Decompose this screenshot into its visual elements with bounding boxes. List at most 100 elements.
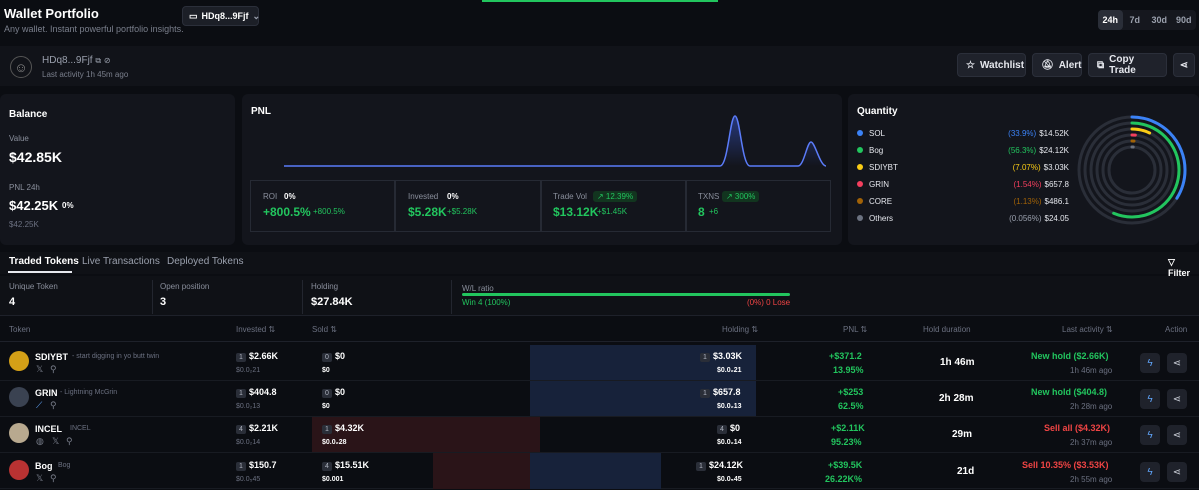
pnl-title: PNL — [251, 106, 271, 117]
globe-icon[interactable]: ◍ — [36, 436, 44, 446]
quick-buy-button[interactable]: ϟ — [1140, 389, 1160, 409]
watchlist-button[interactable]: ☆ Watchlist — [957, 53, 1026, 77]
legend-dot — [857, 181, 863, 187]
col-last-activity[interactable]: Last activity ⇅ — [1062, 325, 1113, 334]
token-description: Bog — [58, 462, 71, 469]
hold-duration: 29m — [952, 429, 973, 440]
invested-price: $0.0₂14 — [236, 439, 261, 446]
timeframe-30d[interactable]: 30d — [1151, 15, 1167, 25]
lightning-icon: ϟ — [1147, 466, 1153, 478]
holding-value: $24.12K — [708, 460, 743, 470]
col-token: Token — [9, 325, 31, 334]
link-icon[interactable]: ⊘ — [103, 56, 111, 65]
quick-buy-button[interactable]: ϟ — [1140, 425, 1160, 445]
sold-count: 1 — [322, 425, 332, 434]
sold-count: 0 — [322, 389, 332, 398]
pnl-value: +$371.2 — [829, 351, 862, 361]
holding-value: $3.03K — [712, 351, 742, 361]
share-button[interactable]: ⋖ — [1173, 53, 1195, 77]
table-row[interactable] — [0, 417, 1199, 453]
invested-value: $5.28K — [408, 205, 447, 219]
quantity-legend-bog: Bog (56.3%) $24.12K — [857, 144, 1069, 156]
page-subtitle: Any wallet. Instant powerful portfolio i… — [4, 24, 184, 34]
quick-buy-button[interactable]: ϟ — [1140, 462, 1160, 482]
token-avatar — [9, 351, 29, 371]
filter-button[interactable]: ▽ Filter — [1168, 257, 1199, 278]
txns-value: 8 — [698, 205, 705, 219]
legend-pct: (1.13%) — [1013, 196, 1042, 206]
legend-name: CORE — [869, 196, 893, 206]
wallet-avatar: ☺ — [10, 56, 32, 78]
table-row[interactable] — [0, 345, 1199, 381]
txns-delta: +6 — [709, 207, 719, 216]
copy-trade-button[interactable]: ⧉ Copy Trade — [1088, 53, 1167, 77]
quick-buy-button[interactable]: ϟ — [1140, 353, 1160, 373]
search-icon[interactable]: ⚲ — [50, 400, 57, 410]
tabs-bar — [0, 252, 1199, 274]
legend-dot — [857, 164, 863, 170]
table-row[interactable] — [0, 381, 1199, 417]
timeframe-7d[interactable]: 7d — [1129, 15, 1140, 25]
roi-stat — [250, 180, 395, 232]
last-activity-time: 2h 28m ago — [1070, 402, 1113, 411]
last-activity-time: 1h 46m ago — [1070, 366, 1113, 375]
token-name[interactable]: SDIYBT — [35, 352, 69, 362]
search-icon[interactable]: ⚲ — [50, 364, 57, 374]
holding-count: 4 — [717, 425, 727, 434]
ring-arc-grin — [1095, 133, 1169, 207]
share-row-button[interactable]: ⋖ — [1167, 389, 1187, 409]
invested-value: $404.8 — [248, 387, 277, 397]
timeframe-24h[interactable]: 24h — [1098, 10, 1123, 30]
table-header — [0, 320, 1199, 342]
sold-price: $0 — [322, 367, 330, 374]
watchlist-label: Watchlist — [979, 59, 1025, 71]
legend-name: GRIN — [869, 179, 889, 189]
quantity-legend-core: CORE (1.13%) $486.1 — [857, 195, 1069, 207]
copy-trade-icon: ⧉ — [1097, 59, 1105, 71]
search-icon[interactable]: ⚲ — [66, 436, 73, 446]
invested-price: $0.0₂21 — [236, 367, 261, 374]
tab-traded-tokens[interactable]: Traded Tokens — [9, 256, 79, 267]
unique-token-label: Unique Token — [9, 282, 58, 291]
col-pnl[interactable]: PNL ⇅ — [843, 325, 868, 334]
holding-value: $657.8 — [712, 387, 741, 397]
legend-dot — [857, 147, 863, 153]
pump-icon[interactable]: ⟋ — [36, 400, 43, 410]
x-social-icon[interactable]: 𝕏 — [36, 364, 44, 374]
lightning-icon: ϟ — [1147, 393, 1153, 405]
alert-button[interactable]: 🔕︎ Alert — [1032, 53, 1082, 77]
balance-value: $42.85K — [9, 149, 62, 165]
tab-deployed-tokens[interactable]: Deployed Tokens — [167, 256, 244, 267]
col-action: Action — [1165, 325, 1188, 334]
token-name[interactable]: INCEL — [35, 424, 62, 434]
txns-label: TXNS — [698, 192, 720, 201]
share-row-button[interactable]: ⋖ — [1167, 353, 1187, 373]
balance-card — [0, 94, 235, 245]
balance-pnl-pct: 0% — [62, 201, 74, 210]
trade-vol-value: $13.12K — [553, 205, 599, 219]
x-social-icon[interactable]: 𝕏 — [36, 473, 44, 483]
roi-badge: 0% — [284, 192, 296, 201]
roi-label: ROI — [263, 192, 278, 201]
col-invested[interactable]: Invested ⇅ — [236, 325, 276, 334]
copy-icon[interactable]: ⧉ — [95, 56, 102, 65]
timeframe-90d[interactable]: 90d — [1175, 15, 1192, 25]
pnl-value: +$2.11K — [831, 423, 865, 433]
token-name[interactable]: GRIN — [35, 388, 58, 398]
wallet-selector[interactable]: ▭ HDq8...9Fjf ⌄ — [182, 6, 260, 26]
tab-live-transactions[interactable]: Live Transactions — [82, 256, 160, 267]
trade-vol-stat — [541, 180, 686, 232]
col-holding[interactable]: Holding ⇅ — [722, 325, 759, 334]
share-row-button[interactable]: ⋖ — [1167, 462, 1187, 482]
invested-cell: 1 $404.8 — [236, 386, 277, 398]
token-description: INCEL — [70, 425, 91, 432]
invested-count: 1 — [236, 389, 246, 398]
x-social-icon[interactable]: 𝕏 — [52, 436, 60, 446]
col-sold[interactable]: Sold ⇅ — [312, 325, 337, 334]
wallet-address-text: HDq8...9Fjf — [42, 55, 93, 66]
search-icon[interactable]: ⚲ — [50, 473, 57, 483]
hold-duration: 2h 28m — [939, 393, 974, 404]
copy-trade-label: Copy Trade — [1109, 54, 1136, 76]
token-name[interactable]: Bog — [35, 461, 53, 471]
share-row-button[interactable]: ⋖ — [1167, 425, 1187, 445]
